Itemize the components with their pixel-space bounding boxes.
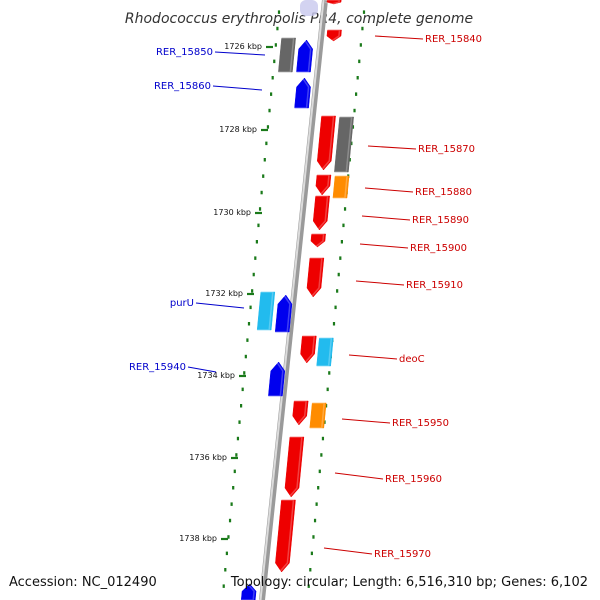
topology-text: Topology: circular; Length: 6,516,310 bp…: [230, 575, 588, 590]
feature-highlight: [293, 39, 312, 73]
gene-label-reverse: RER_15880: [415, 187, 472, 198]
gene-label-reverse: RER_15910: [406, 280, 463, 291]
gene-feature: [300, 335, 317, 364]
kbp-label: 1734 kbp: [197, 371, 235, 380]
label-leader: [355, 280, 405, 286]
feature-highlight: [272, 499, 295, 574]
partial-feature-top: [300, 0, 318, 16]
kbp-label: 1730 kbp: [213, 208, 251, 217]
feature-highlight: [314, 337, 333, 367]
feature-highlight: [324, 29, 341, 42]
label-leader: [364, 187, 414, 193]
gene-feature: [317, 115, 336, 171]
accession-text: Accession: NC_012490: [9, 575, 157, 590]
label-leader: [348, 354, 398, 360]
feature-highlight: [290, 400, 307, 427]
gene-feature: [278, 37, 296, 73]
gene-feature: [332, 175, 350, 199]
gene-feature: [310, 233, 326, 248]
gene-label-reverse: RER_15840: [425, 34, 482, 45]
gene-feature: [275, 499, 296, 573]
gene-feature: [284, 436, 305, 498]
kbp-scale: 1726 kbp 1728 kbp 1730 kbp 1732 kbp 1734 kbp…: [179, 42, 273, 543]
gene-label-reverse: RER_15950: [392, 418, 449, 429]
gene-label-reverse: RER_15960: [385, 474, 442, 485]
backbone: [259, 0, 328, 600]
feature-highlight: [330, 175, 348, 199]
label-leader: [367, 145, 417, 150]
gene-feature: [296, 39, 313, 73]
label-leader: [374, 35, 424, 40]
feature-highlight: [324, 0, 340, 5]
gene-feature: [334, 116, 354, 173]
gene-labels: RER_15850 RER_15860 purU RER_15940 RER_15840…: [129, 34, 482, 560]
feature-highlight: [304, 257, 323, 299]
label-leader: [341, 418, 391, 424]
label-leader: [214, 51, 266, 56]
gene-label-reverse: RER_15890: [412, 215, 469, 226]
gene-feature: [312, 195, 330, 231]
gene-feature: [292, 400, 309, 426]
gene-feature: [326, 29, 342, 42]
gene-label-reverse: RER_15970: [374, 549, 431, 560]
gene-feature: [309, 402, 327, 429]
gene-label-reverse: RER_15870: [418, 144, 475, 155]
gene-features: [238, 0, 354, 600]
label-leaders: [187, 35, 424, 555]
feature-highlight: [307, 402, 326, 429]
gene-label-forward: RER_15860: [154, 81, 211, 92]
gene-feature: [240, 583, 257, 600]
feature-highlight: [332, 116, 353, 173]
feature-highlight: [297, 335, 316, 365]
label-leader: [361, 215, 411, 221]
gene-label-forward: purU: [170, 298, 194, 309]
label-leader: [212, 85, 263, 91]
feature-highlight: [310, 195, 329, 232]
label-leader: [187, 366, 217, 373]
feature-highlight: [313, 174, 330, 197]
kbp-label: 1728 kbp: [219, 125, 257, 134]
gene-feature: [294, 77, 311, 109]
kbp-label: 1732 kbp: [205, 289, 243, 298]
left-tick-track: [222, 10, 281, 588]
gene-feature: [256, 291, 276, 331]
feature-highlight: [265, 361, 284, 397]
gene-feature: [306, 257, 325, 298]
gene-feature: [316, 337, 334, 367]
feature-highlight: [308, 233, 325, 248]
gene-label-forward: RER_15850: [156, 47, 213, 58]
label-leader: [334, 472, 384, 480]
label-leader: [359, 243, 409, 249]
gene-label-reverse: deoC: [399, 354, 425, 365]
feature-highlight: [282, 436, 303, 499]
label-leader: [323, 547, 373, 555]
label-leader: [195, 302, 245, 309]
gene-feature: [315, 174, 332, 196]
kbp-label: 1738 kbp: [179, 534, 217, 543]
kbp-label: 1726 kbp: [224, 42, 262, 51]
gene-feature: [268, 361, 286, 397]
gene-feature: [274, 294, 293, 333]
feature-highlight: [255, 291, 274, 331]
feature-highlight: [291, 77, 310, 109]
feature-highlight: [272, 294, 291, 333]
feature-highlight: [238, 583, 255, 600]
gene-label-reverse: RER_15900: [410, 243, 467, 254]
feature-highlight: [276, 37, 295, 73]
feature-highlight: [314, 115, 335, 172]
map-title: Rhodococcus erythropolis PR4, complete g…: [125, 11, 473, 27]
gene-feature: [326, 0, 342, 5]
gene-label-forward: RER_15940: [129, 362, 186, 373]
kbp-label: 1736 kbp: [189, 453, 227, 462]
